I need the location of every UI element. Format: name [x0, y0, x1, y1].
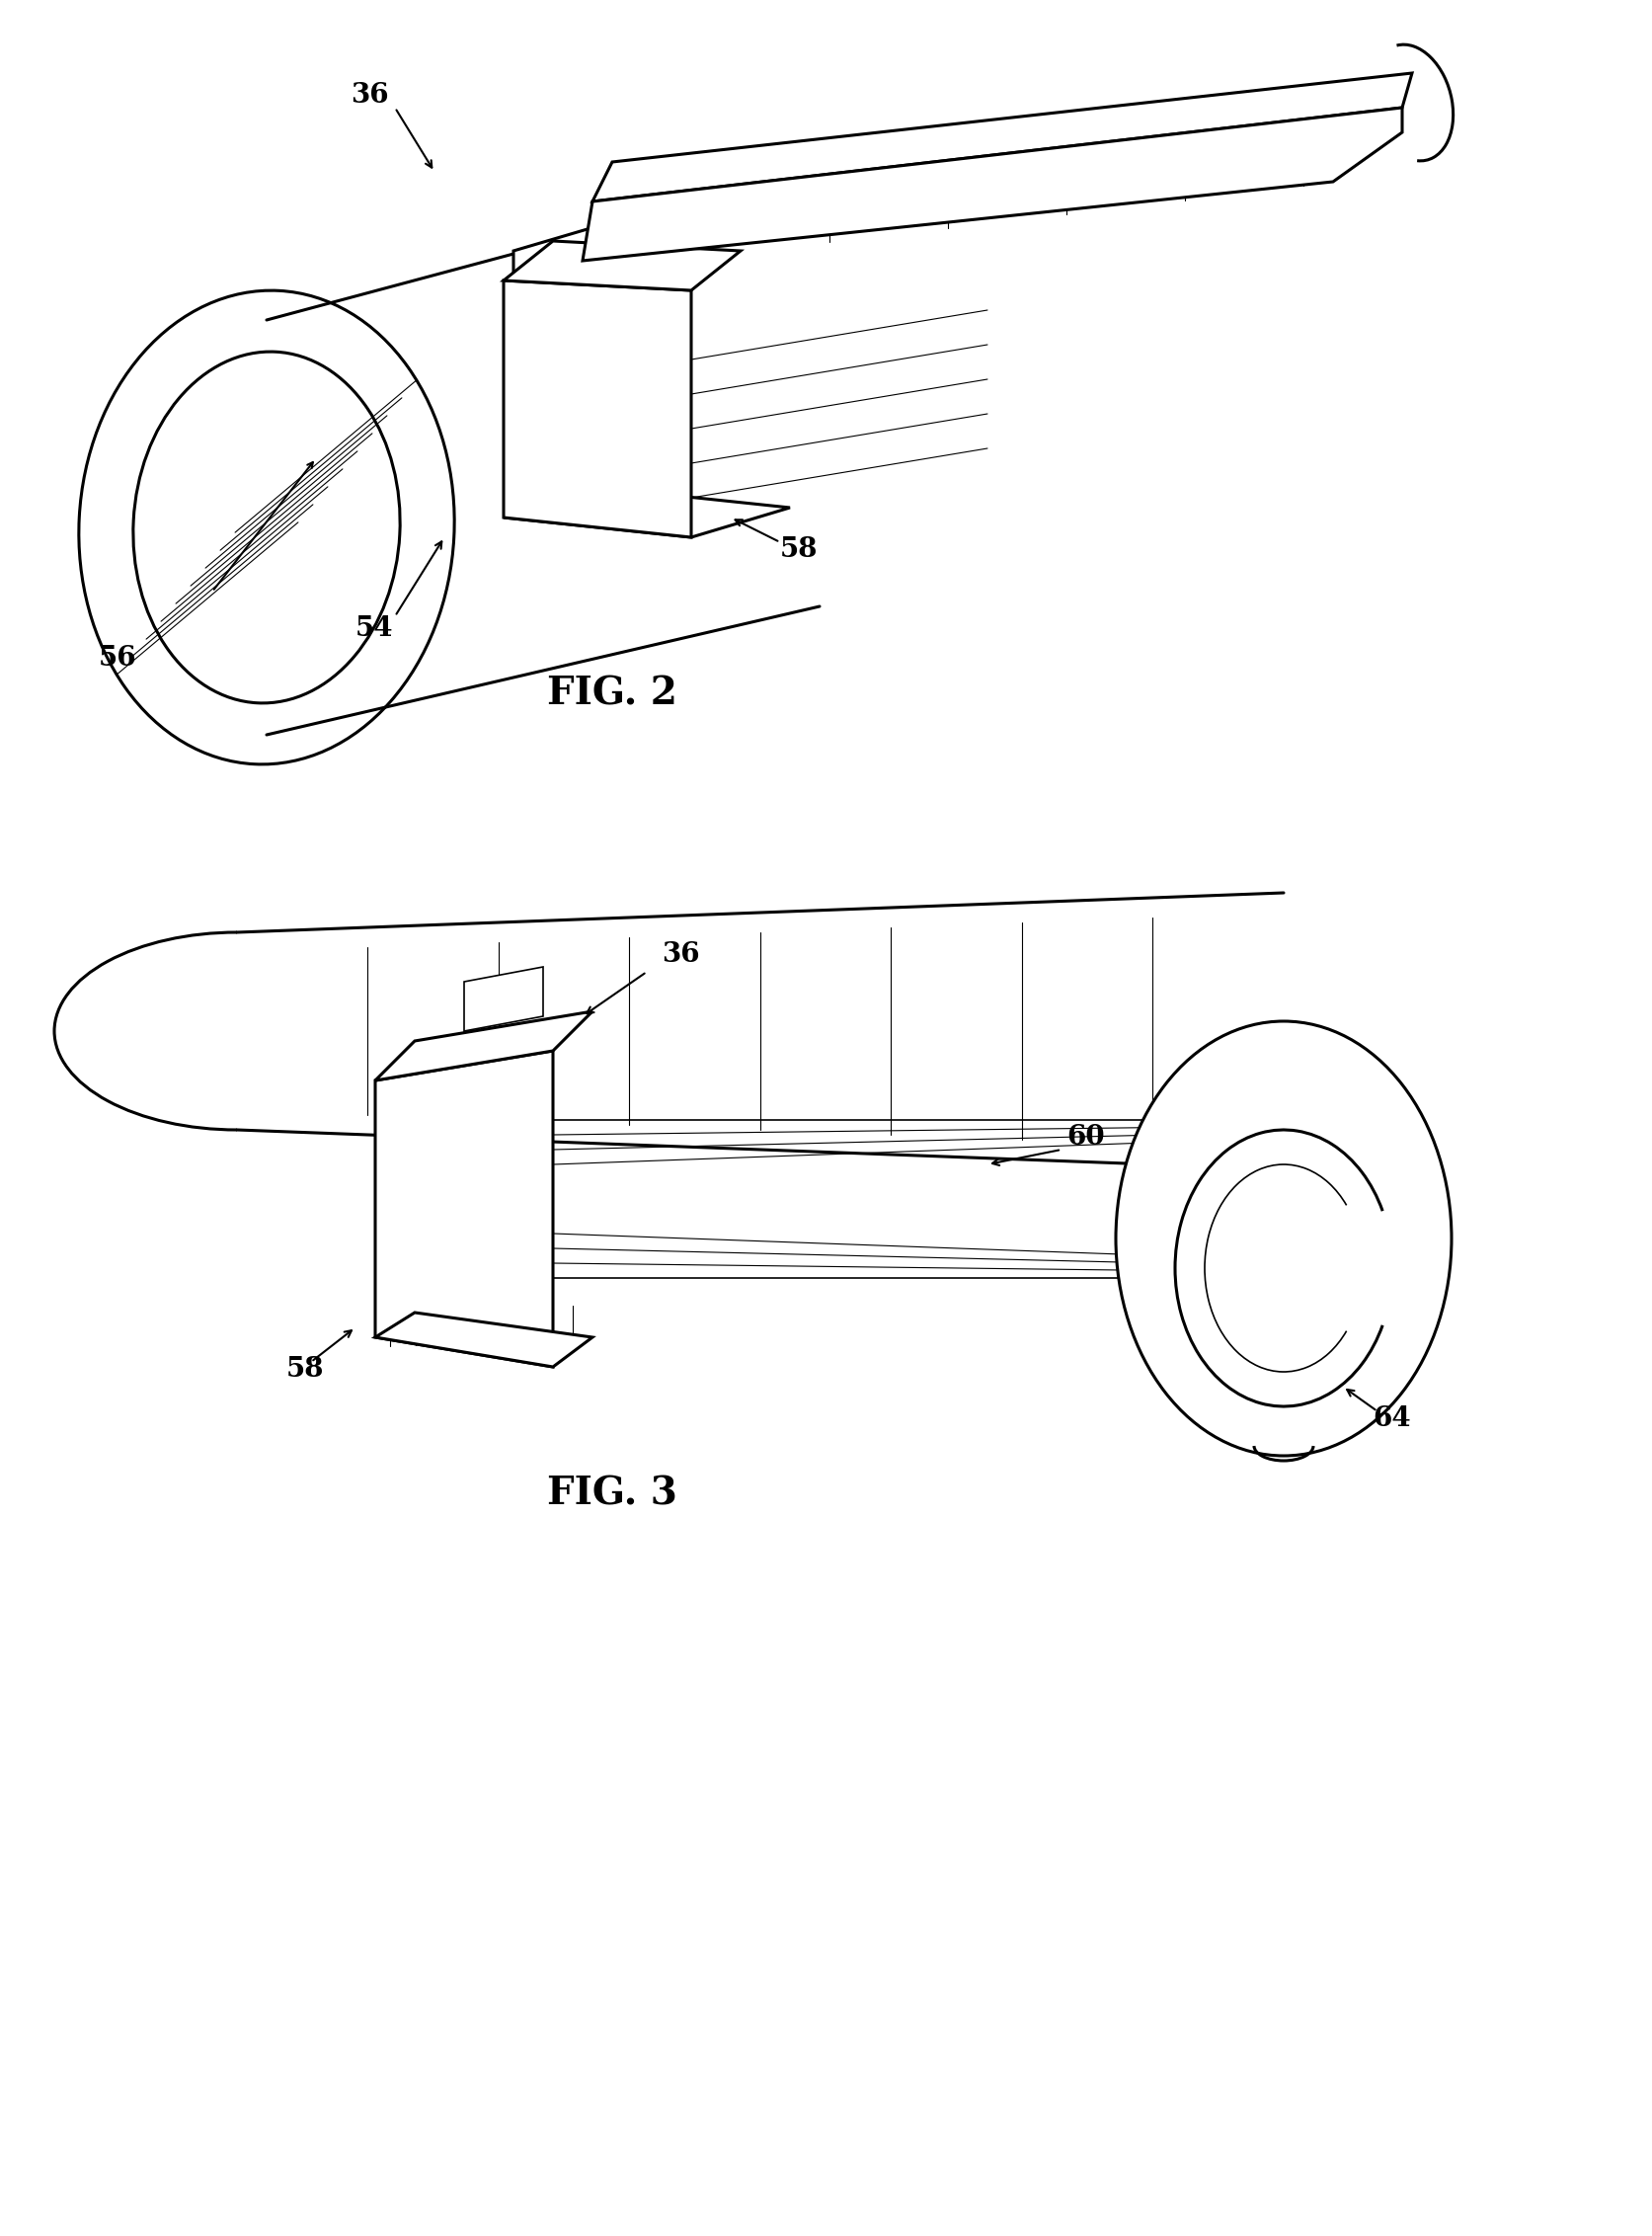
Polygon shape — [464, 966, 544, 1031]
Polygon shape — [375, 1051, 553, 1366]
Text: 58: 58 — [780, 537, 818, 563]
Polygon shape — [514, 201, 681, 438]
Ellipse shape — [79, 291, 454, 765]
Text: 36: 36 — [350, 83, 388, 110]
Text: FIG. 3: FIG. 3 — [547, 1476, 677, 1514]
Polygon shape — [504, 280, 691, 537]
Ellipse shape — [1115, 1022, 1450, 1456]
Polygon shape — [591, 74, 1411, 201]
Text: 60: 60 — [1066, 1125, 1104, 1152]
Polygon shape — [375, 1011, 591, 1080]
Text: 36: 36 — [661, 941, 699, 968]
Text: 54: 54 — [355, 615, 393, 642]
Polygon shape — [504, 241, 740, 291]
Polygon shape — [375, 1313, 591, 1366]
Text: 58: 58 — [286, 1355, 324, 1382]
Text: FIG. 2: FIG. 2 — [547, 675, 677, 713]
Text: 56: 56 — [99, 644, 137, 671]
Polygon shape — [504, 487, 790, 537]
Ellipse shape — [134, 351, 400, 702]
Text: 64: 64 — [1371, 1406, 1409, 1431]
Polygon shape — [582, 107, 1401, 262]
